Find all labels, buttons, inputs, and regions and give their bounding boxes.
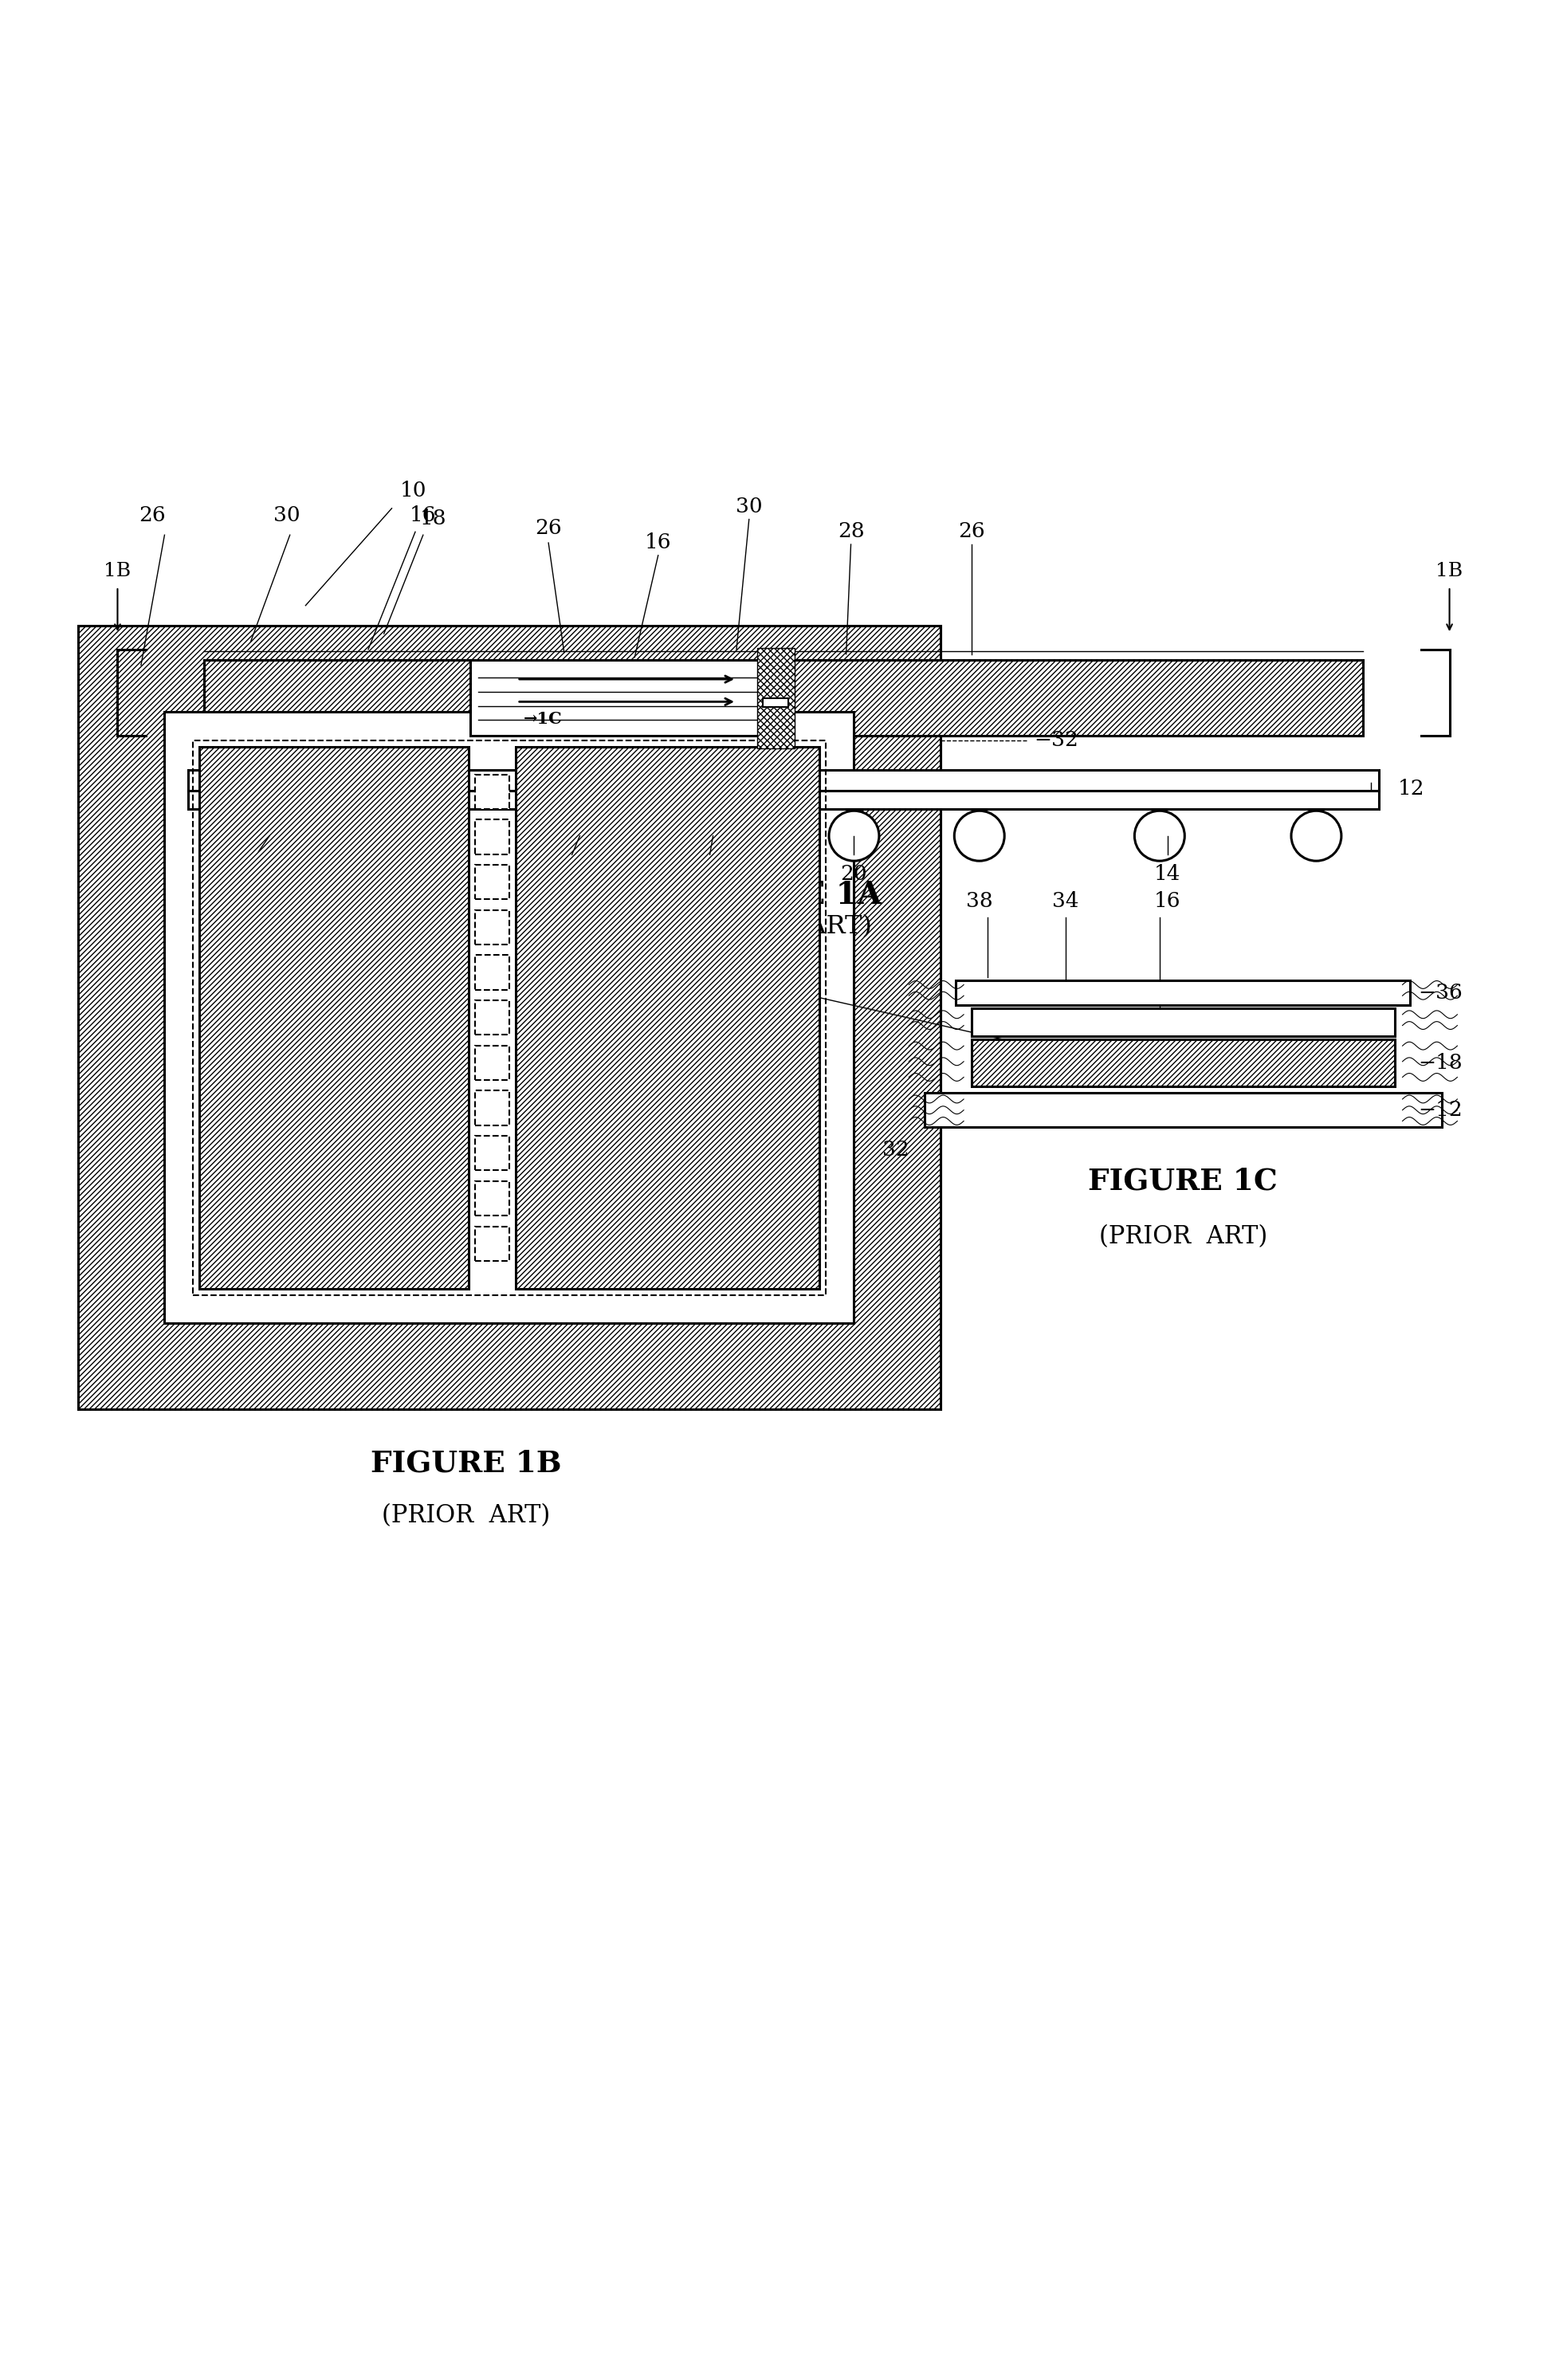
Bar xyxy=(475,819,509,854)
Bar xyxy=(204,659,470,735)
Text: 26: 26 xyxy=(957,521,986,540)
Circle shape xyxy=(375,812,425,862)
Bar xyxy=(204,659,1363,735)
Text: −32: −32 xyxy=(1034,731,1078,750)
Text: 18: 18 xyxy=(420,509,447,528)
Text: 14: 14 xyxy=(1153,864,1182,883)
Text: 1B: 1B xyxy=(1435,562,1464,581)
Text: 26: 26 xyxy=(534,519,563,538)
Text: 1B: 1B xyxy=(103,562,132,581)
Circle shape xyxy=(563,812,613,862)
Text: 16: 16 xyxy=(644,533,672,552)
Text: 10: 10 xyxy=(400,481,426,500)
Circle shape xyxy=(954,812,1004,862)
Bar xyxy=(475,1090,509,1126)
Bar xyxy=(475,1135,509,1171)
Text: 16: 16 xyxy=(409,505,437,526)
Text: 20: 20 xyxy=(840,864,868,883)
Text: 32: 32 xyxy=(882,1140,909,1159)
Bar xyxy=(972,1009,1395,1035)
Text: 26: 26 xyxy=(138,505,166,526)
Text: 34: 34 xyxy=(1051,890,1080,912)
Bar xyxy=(78,626,940,1409)
Circle shape xyxy=(1135,812,1185,862)
Bar xyxy=(475,774,509,809)
Text: →1C: →1C xyxy=(523,712,563,726)
Bar xyxy=(757,647,794,747)
Text: 22: 22 xyxy=(688,864,716,883)
Text: FIGURE 1B: FIGURE 1B xyxy=(371,1449,561,1478)
Text: −18: −18 xyxy=(1418,1052,1462,1073)
Text: −36: −36 xyxy=(1418,983,1462,1002)
Bar xyxy=(925,1092,1442,1128)
Bar xyxy=(188,771,1379,790)
Circle shape xyxy=(249,812,299,862)
Text: 30: 30 xyxy=(735,497,763,516)
Text: 16: 16 xyxy=(1153,890,1182,912)
Circle shape xyxy=(688,812,738,862)
Bar xyxy=(188,790,1379,809)
Text: −12: −12 xyxy=(1418,1100,1462,1121)
Bar xyxy=(516,747,820,1288)
Text: 30: 30 xyxy=(273,505,301,526)
Text: 28: 28 xyxy=(837,521,865,540)
Bar xyxy=(199,747,469,1288)
Circle shape xyxy=(829,812,879,862)
Text: (PRIOR  ART): (PRIOR ART) xyxy=(696,914,871,940)
Bar xyxy=(470,659,784,735)
Bar xyxy=(78,626,940,1409)
Bar xyxy=(475,1226,509,1261)
Bar xyxy=(475,954,509,990)
Text: (PRIOR  ART): (PRIOR ART) xyxy=(382,1504,550,1528)
Text: 24: 24 xyxy=(229,862,257,881)
Text: 32: 32 xyxy=(550,864,578,883)
Text: FIGURE 1A: FIGURE 1A xyxy=(685,881,882,912)
Bar xyxy=(475,1045,509,1081)
Bar xyxy=(763,697,788,707)
Circle shape xyxy=(1291,812,1341,862)
Text: 38: 38 xyxy=(965,890,993,912)
Bar xyxy=(956,981,1410,1004)
Bar xyxy=(475,909,509,945)
Text: 12: 12 xyxy=(1398,778,1424,800)
Text: FIGURE 1C: FIGURE 1C xyxy=(1089,1166,1277,1197)
Bar xyxy=(784,659,1363,735)
Text: 26: 26 xyxy=(1034,1040,1061,1059)
Bar xyxy=(475,1180,509,1216)
Bar xyxy=(475,864,509,900)
Bar xyxy=(972,1040,1395,1088)
Bar xyxy=(165,712,854,1323)
Bar xyxy=(204,659,470,735)
Bar xyxy=(475,1000,509,1035)
Bar xyxy=(193,740,826,1295)
Text: (PRIOR  ART): (PRIOR ART) xyxy=(1098,1223,1268,1250)
Bar xyxy=(784,659,1363,735)
